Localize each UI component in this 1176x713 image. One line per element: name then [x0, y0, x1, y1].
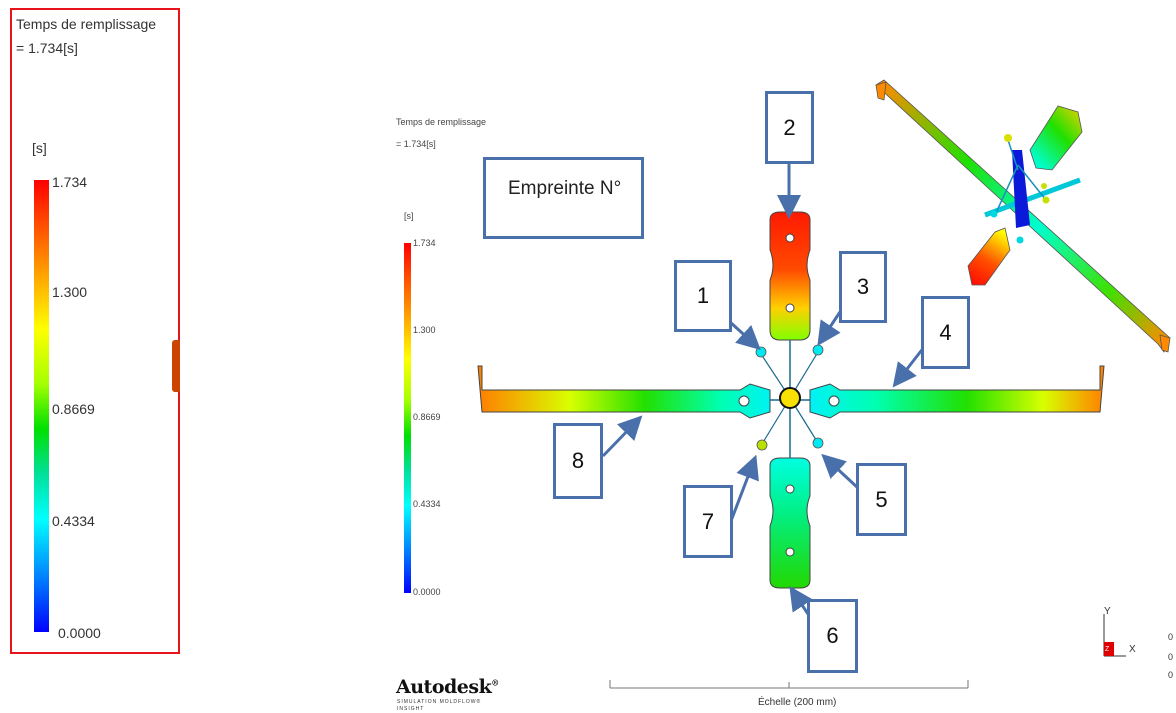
callout-4: 4	[921, 296, 970, 369]
logo-mark: ®	[491, 677, 499, 688]
legend-unit: [s]	[32, 140, 47, 156]
empreinte-text: Empreinte N°	[508, 178, 622, 199]
callout-3: 3	[839, 251, 887, 323]
scale-label: Échelle (200 mm)	[758, 697, 837, 708]
logo-subtitle-2: INSIGHT	[397, 706, 425, 712]
panel-collapse-tab[interactable]	[172, 340, 180, 392]
axis-triad	[1103, 614, 1126, 657]
axis-y-label: Y	[1104, 606, 1111, 617]
small-legend-tick-min: 0.0000	[413, 587, 441, 597]
empreinte-label: Empreinte N°	[483, 157, 644, 239]
callout-8: 8	[553, 423, 603, 499]
mold-top-view	[477, 211, 1105, 589]
small-legend-value: = 1.734[s]	[396, 139, 436, 149]
legend-panel	[10, 8, 180, 654]
logo-subtitle: SIMULATION MOLDFLOW®	[397, 699, 482, 705]
legend-title: Temps de remplissage	[16, 16, 157, 32]
legend-tick-1300: 1.300	[52, 284, 88, 300]
coord-value: 0	[1168, 670, 1174, 680]
legend-tick-04334: 0.4334	[52, 513, 95, 529]
coord-value: 0	[1168, 652, 1174, 662]
axis-z-label: Z	[1105, 646, 1110, 653]
axis-x-label: X	[1129, 644, 1136, 655]
legend-tick-min: 0.0000	[58, 625, 101, 641]
coord-value: 0	[1168, 632, 1174, 642]
callout-5: 5	[856, 463, 907, 536]
logo-name: Autodesk	[396, 676, 492, 698]
legend-tick-max: 1.734	[52, 174, 88, 190]
small-color-scale-bar	[404, 243, 411, 593]
small-legend-tick-08669: 0.8669	[413, 412, 441, 422]
scale-bar	[609, 680, 969, 689]
callout-6: 6	[807, 599, 858, 673]
small-legend-tick-max: 1.734	[413, 238, 436, 248]
isometric-model-view	[875, 79, 1171, 353]
small-legend-tick-04334: 0.4334	[413, 499, 441, 509]
callout-2: 2	[765, 91, 814, 164]
small-legend-unit: [s]	[404, 211, 414, 221]
color-scale-bar	[34, 180, 49, 632]
small-legend-tick-1300: 1.300	[413, 325, 436, 335]
legend-tick-08669: 0.8669	[52, 401, 95, 417]
callout-1: 1	[674, 260, 732, 332]
callout-7: 7	[683, 485, 733, 558]
small-legend-title: Temps de remplissage	[396, 117, 487, 127]
legend-value: = 1.734[s]	[16, 40, 78, 56]
autodesk-logo: Autodesk®	[396, 676, 499, 698]
